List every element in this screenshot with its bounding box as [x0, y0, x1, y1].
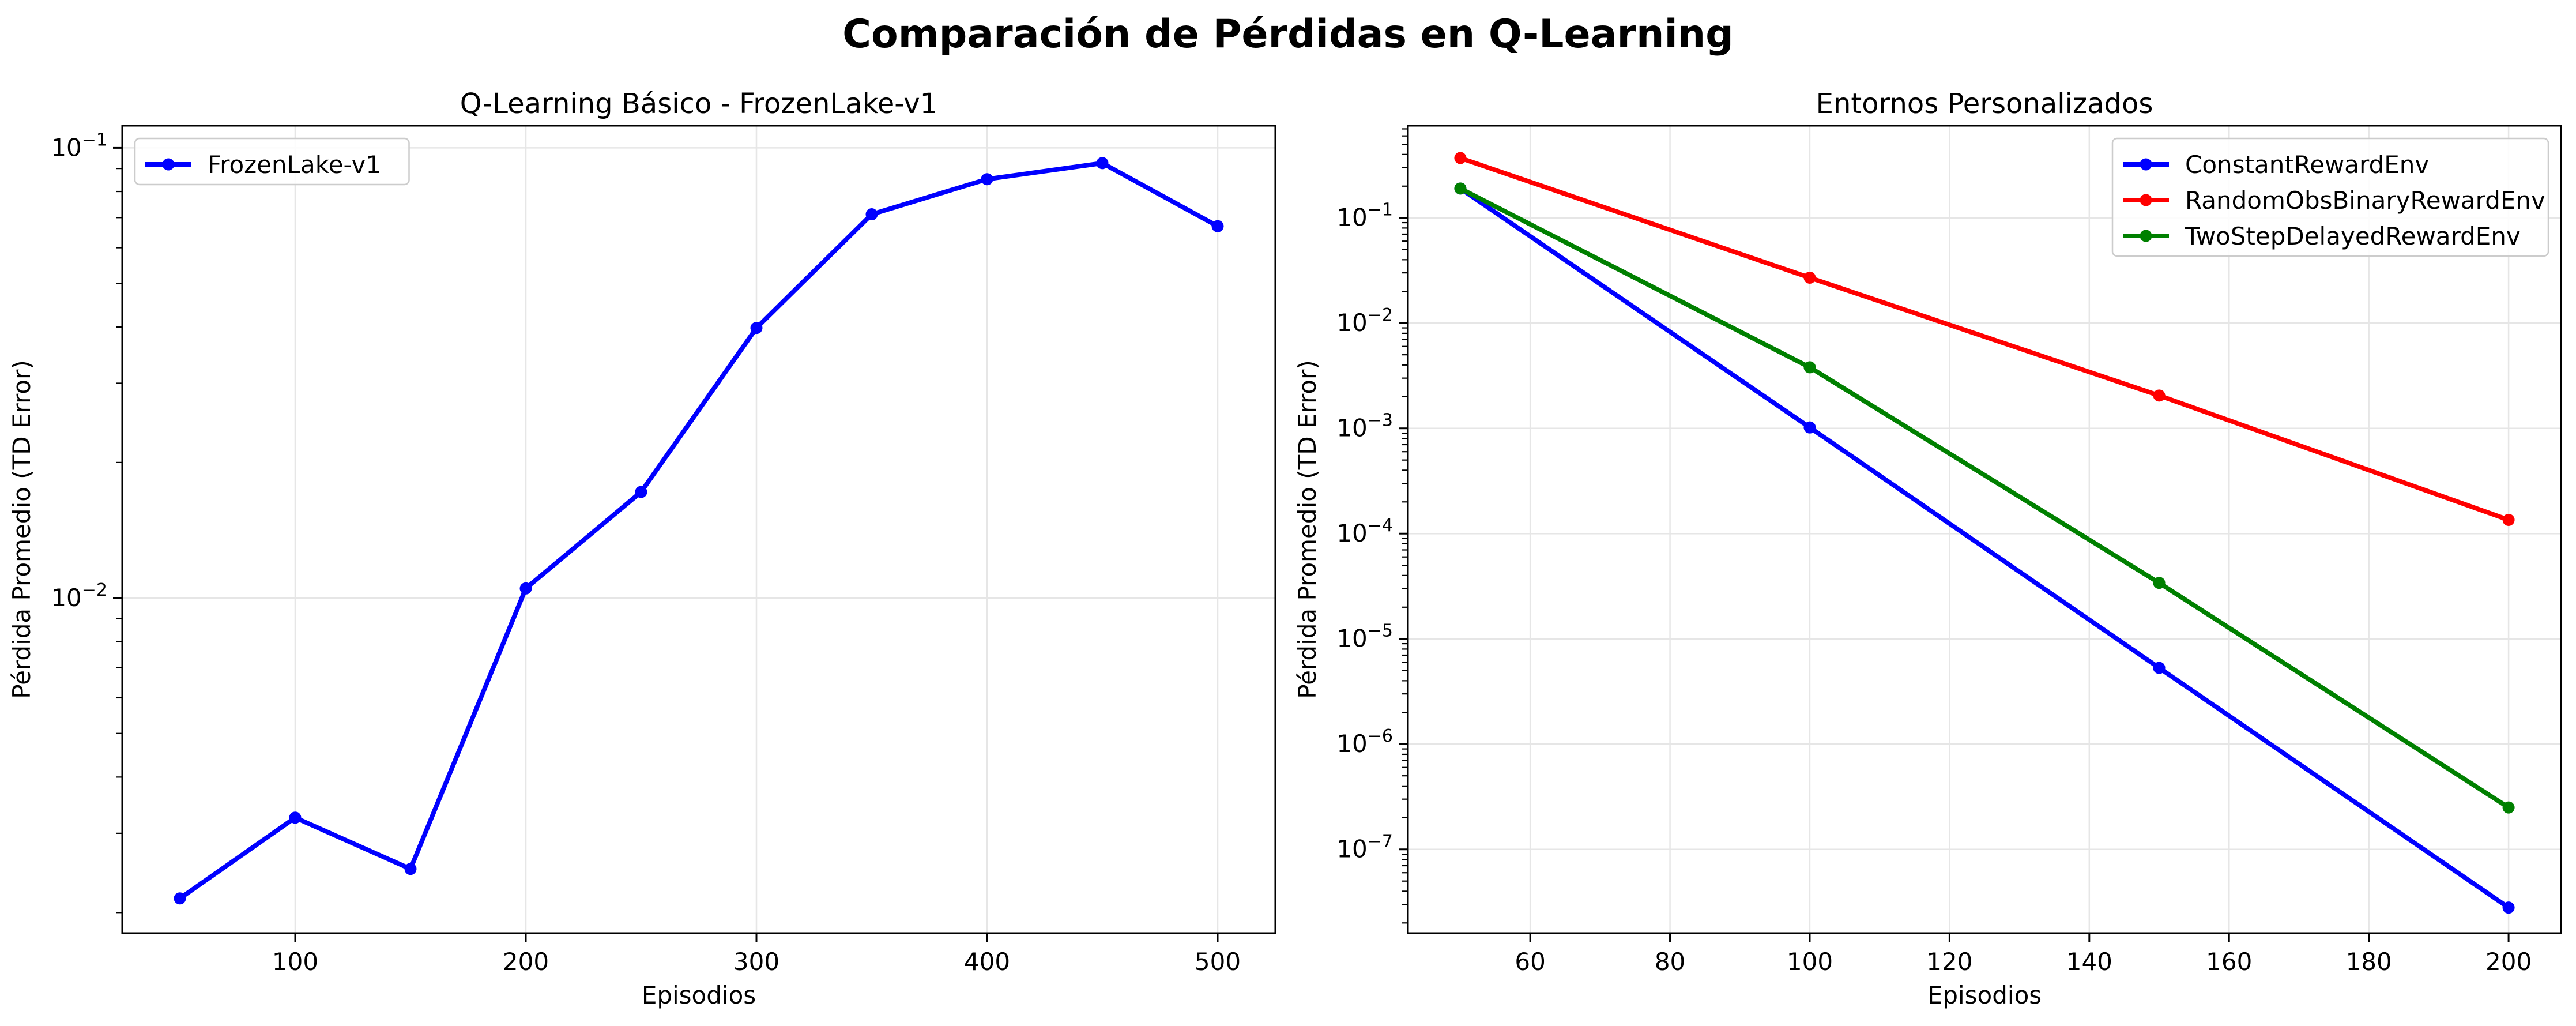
y-tick-exponent: −4 — [1368, 516, 1393, 536]
chart-title: Q-Learning Básico - FrozenLake-v1 — [460, 88, 937, 120]
y-tick-exponent: −2 — [1368, 305, 1393, 325]
plot-frame — [121, 125, 1276, 934]
data-point — [1454, 152, 1467, 164]
x-tick-label: 400 — [964, 948, 1010, 976]
y-tick-base: 10 — [1336, 625, 1367, 653]
y-tick-label: 10−6 — [1336, 726, 1393, 758]
data-point — [2502, 901, 2515, 914]
data-point — [635, 486, 647, 498]
data-point — [174, 892, 186, 905]
x-tick-label: 160 — [2206, 948, 2252, 976]
data-point — [1803, 271, 1816, 284]
legend-swatch-marker — [2140, 158, 2152, 171]
series-line — [1459, 186, 2510, 910]
legend-label: FrozenLake-v1 — [208, 151, 381, 179]
y-axis-label: Pérdida Promedio (TD Error) — [7, 360, 36, 699]
data-point — [1211, 220, 1224, 232]
x-axis-label: Episodios — [642, 981, 756, 1009]
y-tick-base: 10 — [1336, 414, 1367, 442]
chart-title: Entornos Personalizados — [1816, 88, 2153, 120]
y-tick-base: 10 — [51, 584, 81, 612]
y-tick-base: 10 — [1336, 309, 1367, 337]
y-tick-exponent: −5 — [1368, 621, 1393, 641]
y-tick-exponent: −1 — [1368, 200, 1393, 220]
y-tick-exponent: −6 — [1368, 726, 1393, 746]
y-tick-label: 10−4 — [1336, 516, 1393, 547]
legend-label: TwoStepDelayedRewardEnv — [2185, 222, 2521, 250]
y-tick-exponent: −2 — [82, 580, 107, 600]
right-chart-panel: 60 80 100 120 140 160 180 20010−710−610−510−410… — [1293, 88, 2562, 1009]
x-axis-label: Episodios — [1927, 981, 2042, 1009]
y-tick-base: 10 — [1336, 519, 1367, 547]
figure-title: Comparación de Pérdidas en Q-Learning — [842, 12, 1734, 57]
x-tick-label: 100 — [272, 948, 318, 976]
y-tick-label: 10−1 — [51, 130, 107, 161]
x-tick-label: 100 — [1787, 948, 1833, 976]
legend-swatch-marker — [2140, 194, 2152, 206]
series-line — [1459, 186, 2510, 810]
x-tick-label: 140 — [2066, 948, 2112, 976]
data-point — [981, 173, 993, 186]
series-line — [1459, 156, 2510, 523]
y-tick-exponent: −1 — [82, 130, 107, 150]
x-tick-label: 200 — [2485, 948, 2532, 976]
data-point — [750, 322, 763, 335]
data-point — [1803, 421, 1816, 434]
data-point — [404, 863, 417, 875]
y-axis-label: Pérdida Promedio (TD Error) — [1293, 360, 1321, 699]
y-tick-base: 10 — [1336, 204, 1367, 232]
plot-frame — [1407, 125, 2562, 934]
data-point — [1803, 361, 1816, 374]
data-point — [1096, 157, 1109, 170]
x-tick-label: 60 — [1515, 948, 1545, 976]
legend: ConstantRewardEnv RandomObsBinaryRewardEn… — [2111, 137, 2549, 257]
y-tick-base: 10 — [1336, 730, 1367, 758]
data-point — [2153, 389, 2166, 402]
series-line — [178, 160, 1219, 901]
x-tick-label: 80 — [1655, 948, 1685, 976]
y-tick-exponent: −3 — [1368, 411, 1393, 431]
y-tick-base: 10 — [51, 133, 81, 161]
x-tick-label: 180 — [2346, 948, 2392, 976]
y-tick-base: 10 — [1336, 835, 1367, 863]
y-tick-label: 10−3 — [1336, 411, 1393, 442]
legend-box — [2111, 137, 2549, 257]
x-tick-label: 120 — [1926, 948, 1972, 976]
x-tick-label: 200 — [503, 948, 549, 976]
x-tick-label: 500 — [1195, 948, 1241, 976]
x-tick-label: 300 — [733, 948, 779, 976]
legend-box — [134, 137, 410, 186]
y-tick-label: 10−5 — [1336, 621, 1393, 653]
legend-swatch-marker — [162, 158, 175, 171]
legend-label: ConstantRewardEnv — [2185, 151, 2429, 179]
legend-swatch-marker — [2140, 230, 2152, 242]
legend-label: RandomObsBinaryRewardEnv — [2185, 186, 2545, 215]
data-point — [289, 811, 302, 824]
data-point — [1454, 182, 1467, 195]
data-point — [2153, 662, 2166, 674]
y-tick-exponent: −7 — [1368, 832, 1393, 852]
y-tick-label: 10−7 — [1336, 832, 1393, 863]
data-point — [2153, 577, 2166, 589]
data-point — [519, 582, 532, 595]
y-tick-label: 10−2 — [51, 580, 107, 612]
y-tick-label: 10−1 — [1336, 200, 1393, 232]
legend: FrozenLake-v1 — [134, 137, 410, 186]
y-tick-label: 10−2 — [1336, 305, 1393, 337]
data-point — [2502, 801, 2515, 814]
data-point — [865, 208, 878, 221]
data-point — [2502, 513, 2515, 526]
